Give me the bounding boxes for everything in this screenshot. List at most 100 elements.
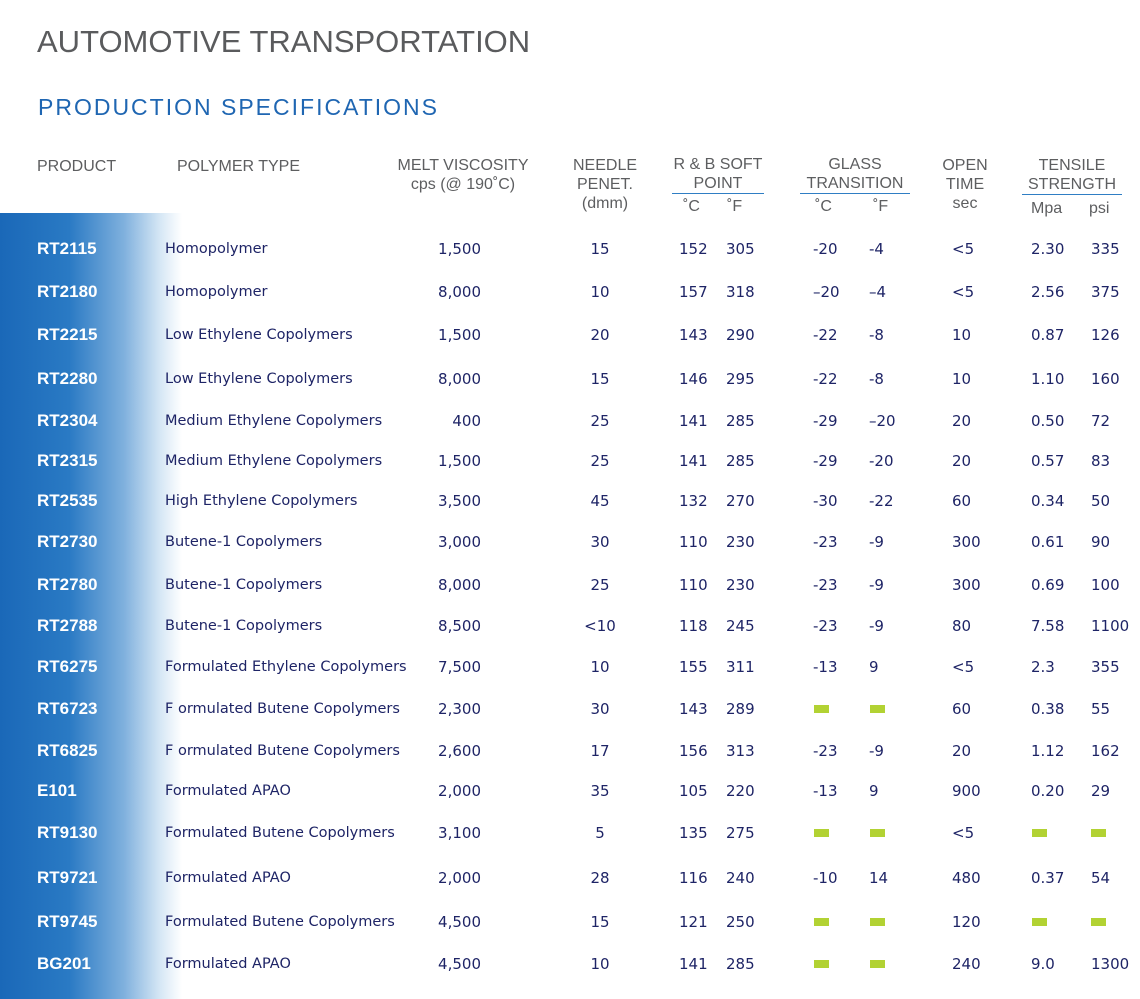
needle-penetration: <10 xyxy=(584,617,616,635)
polymer-type: Low Ethylene Copolymers xyxy=(165,371,353,387)
product-code: RT6275 xyxy=(37,657,98,676)
open-time: 20 xyxy=(952,412,972,430)
tensile-mpa: 7.58 xyxy=(1031,617,1065,635)
glass-transition-c: -23 xyxy=(813,533,838,551)
polymer-type: Medium Ethylene Copolymers xyxy=(165,413,383,429)
glass-transition-f: -9 xyxy=(869,617,884,635)
rb-soft-point-f: 290 xyxy=(726,326,755,344)
header-rb-line1: R & B SOFT xyxy=(673,156,763,173)
open-time: 80 xyxy=(952,617,972,635)
rb-soft-point-f: 285 xyxy=(726,452,755,470)
table-row: RT9745 Formulated Butene Copolymers 4,500 1… xyxy=(0,907,1140,937)
product-code: RT9130 xyxy=(37,823,98,842)
tensile-mpa: 0.34 xyxy=(1031,492,1065,510)
glass-transition-c: -29 xyxy=(813,412,838,430)
header-rb-soft-point: R & B SOFT POINT xyxy=(664,155,772,194)
rb-soft-point-c: 143 xyxy=(679,700,708,718)
needle-penetration: 17 xyxy=(590,742,610,760)
open-time: <5 xyxy=(952,240,975,258)
glass-transition-f-missing-marker xyxy=(870,705,885,713)
tensile-psi: 160 xyxy=(1091,370,1120,388)
melt-viscosity: 4,500 xyxy=(438,913,481,931)
glass-transition-c-missing-marker xyxy=(814,918,829,926)
section-subtitle: PRODUCTION SPECIFICATIONS xyxy=(38,94,439,120)
table-row: RT2780 Butene-1 Copolymers 8,000 25 110 230 -2… xyxy=(0,570,1140,600)
header-open-line3: sec xyxy=(952,195,978,212)
rb-soft-point-f: 285 xyxy=(726,412,755,430)
melt-viscosity: 7,500 xyxy=(438,658,481,676)
tensile-psi: 1300 xyxy=(1091,955,1130,973)
tensile-mpa: 2.3 xyxy=(1031,658,1055,676)
rb-soft-point-c: 157 xyxy=(679,283,708,301)
melt-viscosity: 2,000 xyxy=(438,782,481,800)
header-melt-line2: cps (@ 190˚C) xyxy=(410,176,516,193)
polymer-type: Homopolymer xyxy=(165,284,268,300)
header-tensile-line1: TENSILE xyxy=(1038,157,1106,174)
product-code: RT2535 xyxy=(37,491,98,510)
tensile-mpa: 0.69 xyxy=(1031,576,1065,594)
rb-soft-point-c: 135 xyxy=(679,824,708,842)
rb-soft-point-f: 285 xyxy=(726,955,755,973)
glass-transition-c: -10 xyxy=(813,869,838,887)
melt-viscosity: 8,500 xyxy=(438,617,481,635)
glass-transition-f: -9 xyxy=(869,576,884,594)
melt-viscosity: 8,000 xyxy=(438,576,481,594)
tensile-psi: 335 xyxy=(1091,240,1120,258)
product-code: RT2215 xyxy=(37,325,98,344)
polymer-type: Low Ethylene Copolymers xyxy=(165,327,353,343)
glass-transition-c-missing-marker xyxy=(814,705,829,713)
glass-transition-f-missing-marker xyxy=(870,918,885,926)
tensile-psi: 100 xyxy=(1091,576,1120,594)
header-glass-line2: TRANSITION xyxy=(800,174,910,194)
rb-soft-point-c: 110 xyxy=(679,533,708,551)
needle-penetration: 30 xyxy=(590,700,610,718)
tensile-mpa: 1.10 xyxy=(1031,370,1065,388)
polymer-type: F ormulated Butene Copolymers xyxy=(165,701,400,717)
melt-viscosity: 3,100 xyxy=(438,824,481,842)
rb-soft-point-f: 289 xyxy=(726,700,755,718)
header-polymer-type: POLYMER TYPE xyxy=(177,158,300,175)
needle-penetration: 15 xyxy=(590,913,610,931)
needle-penetration: 10 xyxy=(590,658,610,676)
tensile-psi: 72 xyxy=(1091,412,1111,430)
tensile-mpa: 1.12 xyxy=(1031,742,1065,760)
glass-transition-f: -4 xyxy=(869,240,884,258)
table-row: RT2788 Butene-1 Copolymers 8,500 <10 118 245 -… xyxy=(0,611,1140,641)
polymer-type: F ormulated Butene Copolymers xyxy=(165,743,400,759)
open-time: 300 xyxy=(952,533,981,551)
glass-transition-c: -29 xyxy=(813,452,838,470)
product-column-band xyxy=(0,213,182,999)
needle-penetration: 5 xyxy=(595,824,605,842)
needle-penetration: 20 xyxy=(590,326,610,344)
glass-transition-f: 9 xyxy=(869,658,879,676)
needle-penetration: 35 xyxy=(590,782,610,800)
rb-soft-point-f: 240 xyxy=(726,869,755,887)
rb-soft-point-f: 305 xyxy=(726,240,755,258)
tensile-mpa: 0.20 xyxy=(1031,782,1065,800)
melt-viscosity: 3,500 xyxy=(438,492,481,510)
polymer-type: Formulated Butene Copolymers xyxy=(165,825,395,841)
header-needle-line3: (dmm) xyxy=(581,195,629,212)
table-row: RT9721 Formulated APAO 2,000 28 116 240 -10 14 4… xyxy=(0,863,1140,893)
melt-viscosity: 1,500 xyxy=(438,452,481,470)
rb-soft-point-f: 220 xyxy=(726,782,755,800)
tensile-psi: 355 xyxy=(1091,658,1120,676)
tensile-psi: 55 xyxy=(1091,700,1111,718)
header-needle-penetration: NEEDLE PENET. (dmm) xyxy=(560,156,650,213)
tensile-psi: 126 xyxy=(1091,326,1120,344)
product-code: RT2730 xyxy=(37,532,98,551)
table-row: RT2215 Low Ethylene Copolymers 1,500 20 143 2… xyxy=(0,320,1140,350)
tensile-mpa: 2.56 xyxy=(1031,283,1065,301)
melt-viscosity: 2,300 xyxy=(438,700,481,718)
rb-soft-point-c: 141 xyxy=(679,955,708,973)
melt-viscosity: 1,500 xyxy=(438,326,481,344)
melt-viscosity: 3,000 xyxy=(438,533,481,551)
header-glass-line1: GLASS xyxy=(828,156,882,173)
table-row: E101 Formulated APAO 2,000 35 105 220 -13 9 900 0… xyxy=(0,776,1140,806)
rb-soft-point-c: 156 xyxy=(679,742,708,760)
header-melt-viscosity: MELT VISCOSITY cps (@ 190˚C) xyxy=(388,156,538,194)
glass-transition-c: –20 xyxy=(813,283,840,301)
glass-transition-c: -13 xyxy=(813,782,838,800)
product-code: RT9745 xyxy=(37,912,98,931)
rb-soft-point-c: 121 xyxy=(679,913,708,931)
